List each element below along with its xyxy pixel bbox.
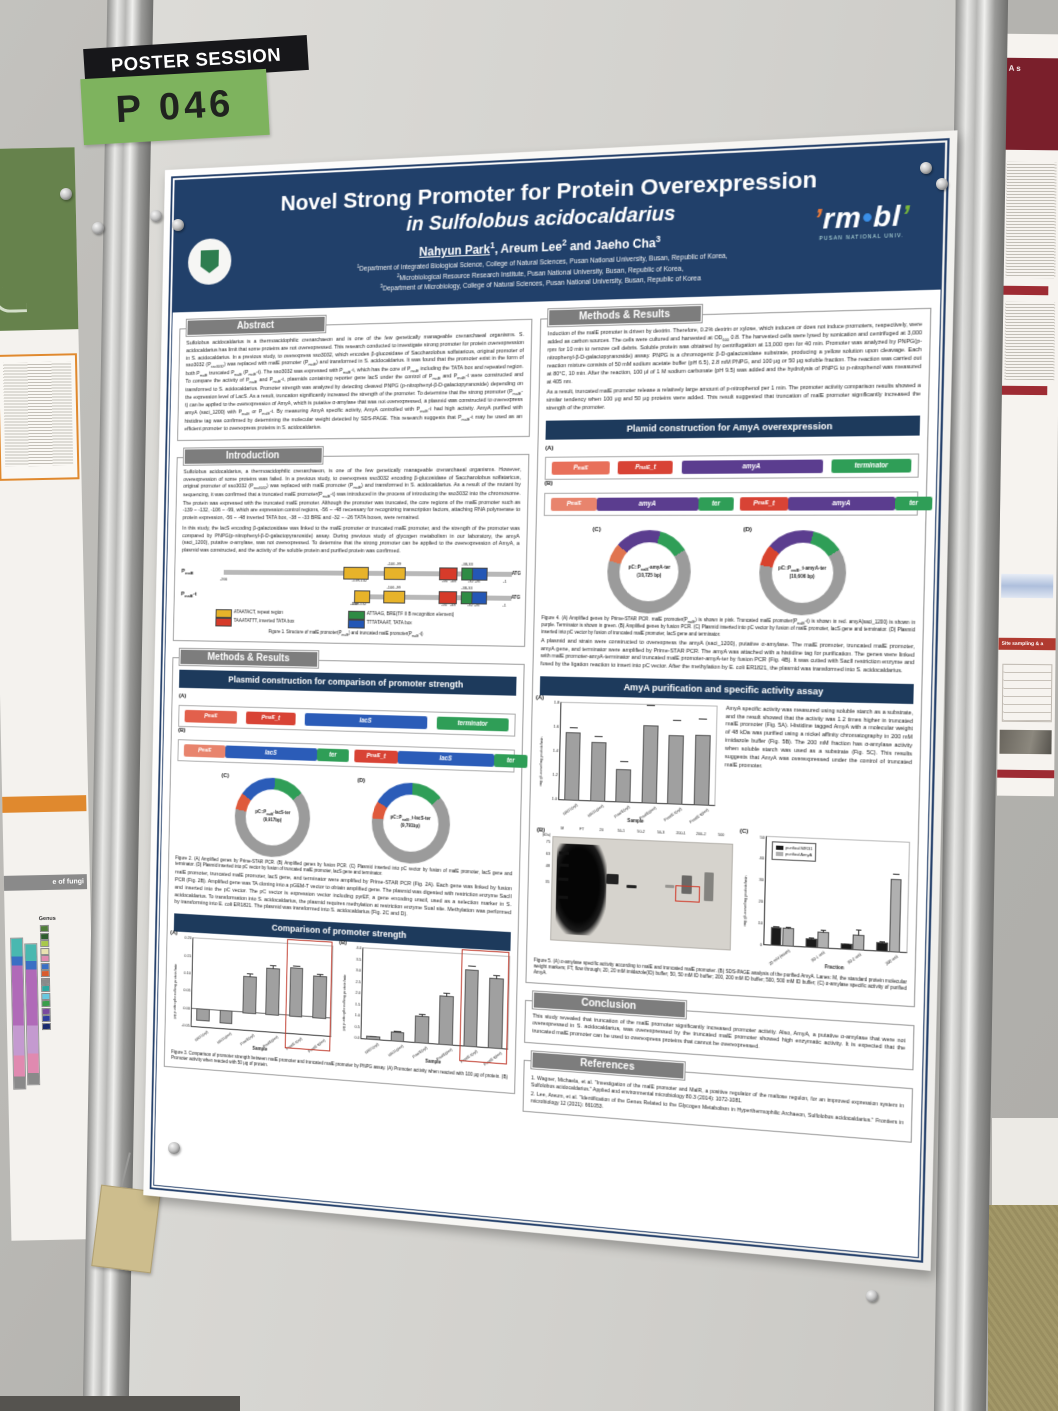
neighbor-right-banner: Site sampling & a — [998, 637, 1056, 651]
neighbor-left-section-header: e of fungi — [3, 874, 88, 891]
section-header-introduction: Introduction — [182, 445, 324, 466]
neighbor-right-figure — [1001, 573, 1054, 599]
right-column: Methods & Results Induction of the malE … — [520, 298, 933, 1252]
figure5-banner: AmyA purification and specific activity … — [539, 676, 914, 704]
neighbor-poster-left: e of fungi Genus — [0, 147, 98, 1241]
figure5b-gel: (B) — [534, 827, 735, 966]
figure2-panel-b-label: (B) — [178, 727, 186, 734]
figure2-banner: Plasmid construction for comparison of p… — [178, 669, 517, 696]
figure3-charts: μg p-nitrophenol/mg protein/min 0.20 0.15 0… — [170, 930, 511, 1071]
figure4-panel-b-label: (B) — [544, 481, 553, 488]
figure1-promoter-structure: PmalE -266 -139 -132 -106 -99 -56 -48 -38 -33 -32-… — [180, 561, 521, 639]
figure4-caption: Figure 4. (A) Amplified genes by Prime-S… — [541, 615, 916, 637]
figure5-row2: (B) — [534, 827, 911, 976]
plasmid-donut-icon: pC::PmalE-amyA-ter (10,725 bp) — [606, 530, 693, 615]
methods-right-p1: Induction of the malE promoter is driven… — [546, 321, 923, 386]
push-pin-icon — [150, 210, 162, 222]
introduction-p1: Sulfolobus acidocaldarius, a thermoacido… — [182, 466, 522, 522]
introduction-p2: In this study, the lacS encoding β-galac… — [181, 525, 520, 555]
neighbor-right-subheader — [1001, 385, 1047, 396]
push-pin-icon — [168, 1142, 180, 1154]
push-pin-icon — [172, 219, 184, 231]
neighbor-right-subheader — [1002, 285, 1048, 296]
figure4-banner: Plamid construction for AmyA overexpress… — [545, 415, 921, 440]
abstract-text: Sulfolobus acidocaldarius is a thermoaci… — [177, 318, 533, 441]
neighbor-left-textbox — [0, 353, 80, 481]
figure3b-bar-chart: μg p-nitrophenol/mg protein/min 4.0 3.5 3.0… — [339, 940, 511, 1071]
neighbor-left-legend-title: Genus — [38, 915, 56, 923]
figure1-caption: Figure 1. Structure of malE promoter(Pma… — [268, 629, 424, 639]
plasmid-map-pmalE-amyA: (C) pC::PmalE-amyA-ter (10,725 bp) — [592, 524, 693, 615]
neighbor-left-logo-icon — [0, 287, 28, 313]
plasmid-map-pmalE-lacS: (C) pC::PmalE-lacS-ter (9,917bp) — [221, 771, 312, 859]
neighbor-left-orange-bar — [2, 795, 87, 813]
floor-strip — [0, 1396, 240, 1411]
figure2-plasmid-maps: (C) pC::PmalE-lacS-ter (9,917bp) (D) pC::… — [175, 768, 514, 868]
methods-right-p2: As a result, truncated malE promoter rel… — [546, 383, 921, 412]
push-pin-icon — [866, 1290, 878, 1302]
board-number-sign: P 046 — [80, 68, 270, 146]
figure4-panel-a-label: (A) — [545, 445, 554, 452]
neighbor-left-stacked-bar — [9, 937, 27, 1090]
push-pin-icon — [936, 178, 948, 190]
figure5-row1: mg glucose/mg protein/min 1.8 1.6 1.4 1.2 1.0… — [536, 695, 914, 836]
figure4-paragraph: A plasmid and strain were constructed to… — [540, 637, 915, 675]
figure5c-bar-chart: mg glucose/mg protein/min 50 40 30 20 10 0 puri… — [740, 829, 911, 976]
neighbor-poster-right: A s Site sampling & a — [997, 33, 1058, 797]
neighbor-left-header — [0, 147, 79, 331]
left-column: Abstract Sulfolobus acidocaldarius is a … — [161, 310, 533, 1215]
push-pin-icon — [920, 162, 932, 174]
gel-mw-labels: (kDa) 75 63 48 35 — [542, 833, 551, 884]
research-poster: ’rm•bl’ PUSAN NATIONAL UNIV. Novel Stron… — [143, 130, 958, 1271]
section-header-methods-left: Methods & Results — [178, 647, 320, 670]
neighbor-right-title: A s — [1003, 57, 1058, 151]
figure5a-bar-chart: mg glucose/mg protein/min 1.8 1.6 1.4 1.2 1.0… — [536, 695, 718, 828]
figure4-plasmid-maps: (C) pC::PmalE-amyA-ter (10,725 bp) (D) pC… — [542, 524, 918, 617]
neighbor-left-legend — [39, 924, 52, 1030]
figure3a-bar-chart: μg p-nitrophenol/mg protein/min 0.20 0.15 0… — [170, 930, 334, 1058]
poster-header: ’rm•bl’ PUSAN NATIONAL UNIV. Novel Stron… — [172, 143, 945, 313]
figure2-panel-a-label: (A) — [178, 693, 187, 700]
neighbor-right-photo — [999, 729, 1052, 755]
methods-right-section: Induction of the malE promoter is driven… — [525, 307, 933, 1007]
plasmid-donut-icon: pC::PmalE_t-amyA-ter (10,606 bp) — [757, 530, 847, 616]
carpet-floor — [988, 1205, 1058, 1411]
neighbor-left-stacked-bar — [23, 943, 41, 1086]
plasmid-donut-icon: pC::PmalE_t-lacS-ter (9,791bp) — [370, 781, 451, 866]
neighbor-right-table — [1001, 663, 1053, 723]
push-pin-icon — [60, 188, 72, 200]
sds-page-gel-image — [550, 836, 734, 951]
plasmid-donut-icon: pC::PmalE-lacS-ter (9,917bp) — [234, 776, 312, 859]
introduction-section: Sulfolobus acidocaldarius, a thermoacido… — [172, 453, 530, 648]
figure5-text: AmyA specific activity was measured usin… — [724, 705, 914, 770]
hanging-tag — [91, 1184, 161, 1274]
plasmid-map-pmalEt-amyA: (D) pC::PmalE_t-amyA-ter (10,606 bp) — [743, 524, 847, 616]
rmbl-lab-logo: ’rm•bl’ PUSAN NATIONAL UNIV. — [797, 200, 927, 243]
push-pin-icon — [92, 222, 104, 234]
plasmid-map-pmalEt-lacS: (D) pC::PmalE_t-lacS-ter (9,791bp) — [357, 775, 451, 866]
methods-left-section: Plasmid construction for comparison of p… — [163, 657, 528, 1095]
